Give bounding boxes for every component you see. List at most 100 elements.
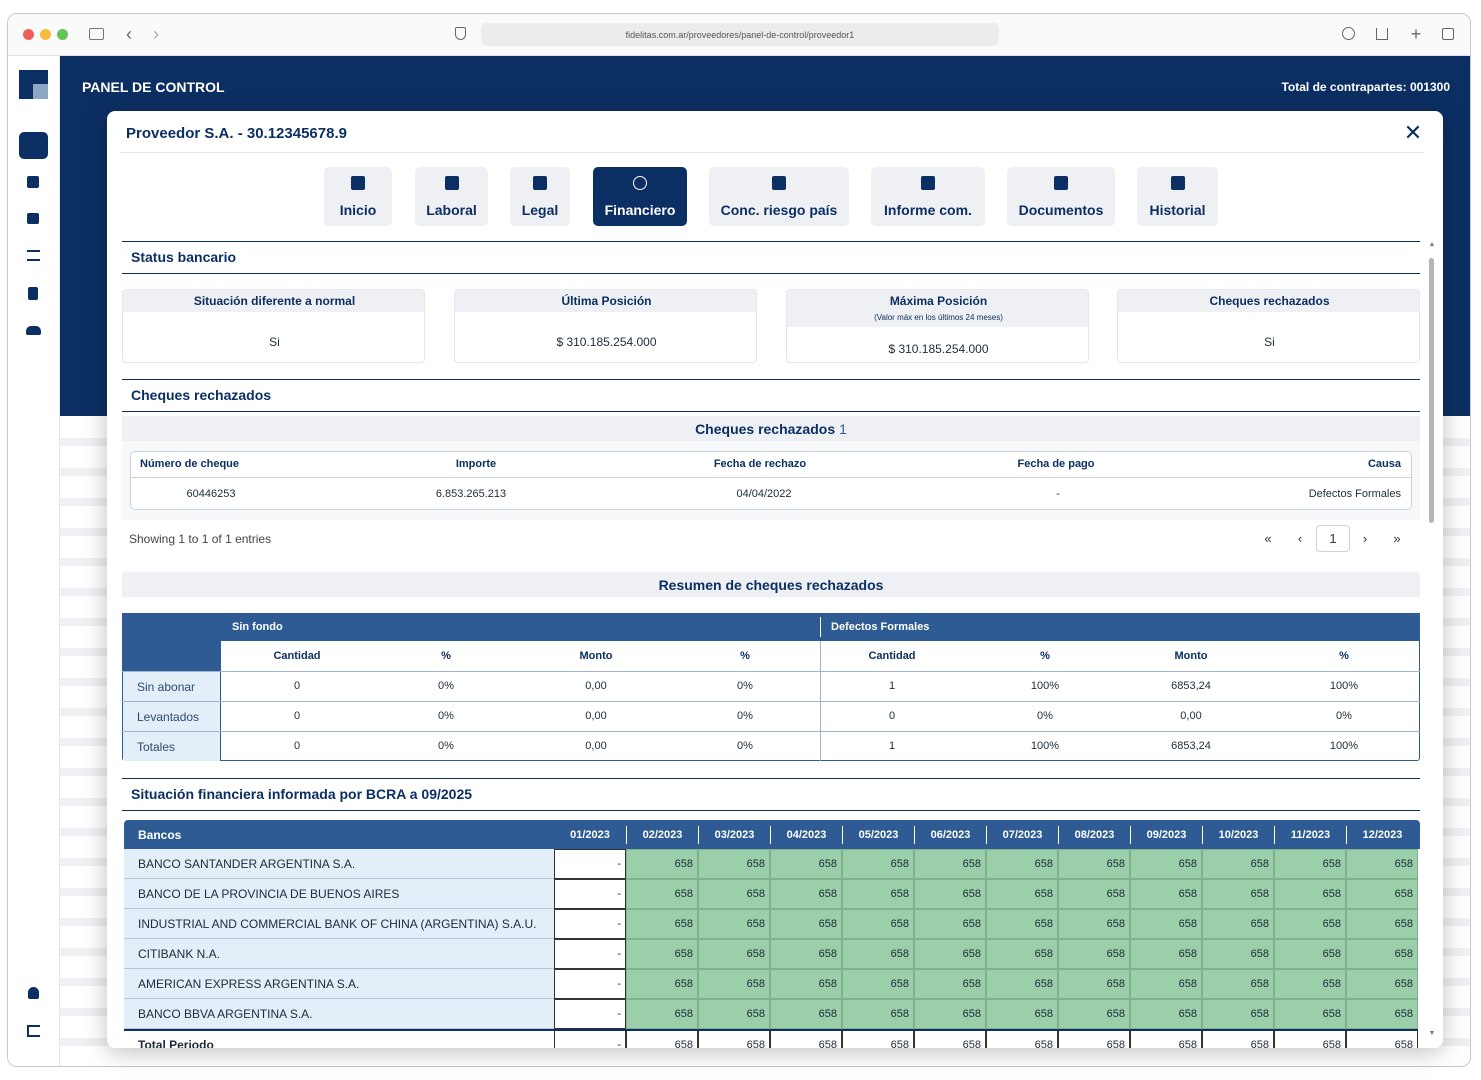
month-cell: - bbox=[554, 939, 626, 969]
month-cell: 658 bbox=[1346, 939, 1418, 969]
table-cell: 0% bbox=[685, 737, 805, 755]
tab[interactable]: Documentos bbox=[1007, 167, 1115, 226]
close-dot[interactable] bbox=[23, 29, 34, 40]
column-header: 08/2023 bbox=[1058, 826, 1130, 844]
month-cell: 658 bbox=[1130, 849, 1202, 879]
status-card: Cheques rechazadosSi bbox=[1117, 289, 1420, 363]
month-cell: 658 bbox=[1274, 879, 1346, 909]
nav-icon[interactable] bbox=[19, 132, 48, 159]
column-header: Monto bbox=[536, 647, 656, 665]
nav-icon[interactable] bbox=[26, 326, 41, 335]
page-button[interactable]: » bbox=[1390, 525, 1404, 552]
page-button[interactable]: ‹ bbox=[1293, 525, 1307, 552]
summary-corner bbox=[122, 613, 220, 671]
tab[interactable]: Laboral bbox=[415, 167, 488, 226]
page-button[interactable]: 1 bbox=[1316, 525, 1350, 552]
tab-label: Legal bbox=[510, 200, 570, 220]
group-header: Defectos Formales bbox=[831, 618, 1131, 636]
month-cell: 658 bbox=[914, 939, 986, 969]
table-cell: 0,00 bbox=[536, 707, 656, 725]
table-cell: 1 bbox=[832, 677, 952, 695]
column-header: 10/2023 bbox=[1202, 826, 1274, 844]
month-cell: - bbox=[554, 999, 626, 1029]
sidebar-toggle[interactable] bbox=[89, 28, 104, 40]
nav-icon[interactable] bbox=[27, 250, 40, 261]
logout-icon[interactable] bbox=[27, 1025, 40, 1037]
new-tab[interactable]: + bbox=[1408, 24, 1424, 44]
table-cell: 0% bbox=[386, 707, 506, 725]
month-cell: 658 bbox=[842, 939, 914, 969]
bank-name: BANCO DE LA PROVINCIA DE BUENOS AIRES bbox=[124, 879, 554, 909]
table-cell: 0% bbox=[685, 707, 805, 725]
month-cell: 658 bbox=[914, 879, 986, 909]
column-header: Monto bbox=[1131, 647, 1251, 665]
bank-name: CITIBANK N.A. bbox=[124, 939, 554, 969]
table-cell: 0 bbox=[237, 737, 357, 755]
table-cell: 100% bbox=[985, 677, 1105, 695]
nav-icon[interactable] bbox=[27, 213, 39, 224]
group-divider bbox=[820, 617, 821, 637]
month-cell: 658 bbox=[986, 1029, 1058, 1048]
table-cell: 0 bbox=[237, 707, 357, 725]
table-cell: 0,00 bbox=[536, 677, 656, 695]
forward[interactable]: › bbox=[148, 24, 164, 44]
column-header: 11/2023 bbox=[1274, 826, 1346, 844]
nav-icon[interactable] bbox=[28, 287, 38, 300]
table-cell: 0% bbox=[1284, 707, 1404, 725]
tab[interactable]: Conc. riesgo país bbox=[709, 167, 849, 226]
table-cell: 1 bbox=[832, 737, 952, 755]
share[interactable] bbox=[1376, 28, 1388, 40]
column-header: 01/2023 bbox=[554, 826, 626, 844]
month-cell: 658 bbox=[626, 1029, 698, 1048]
bank-name: BANCO BBVA ARGENTINA S.A. bbox=[124, 999, 554, 1029]
month-cell: 658 bbox=[986, 999, 1058, 1029]
nav-icon[interactable] bbox=[27, 176, 39, 188]
tab[interactable]: Informe com. bbox=[871, 167, 985, 226]
card-label: Máxima Posición bbox=[787, 293, 1089, 309]
month-cell: 658 bbox=[1274, 909, 1346, 939]
column-header: Cantidad bbox=[832, 647, 952, 665]
tab-icon bbox=[445, 176, 459, 190]
tabs-overview[interactable] bbox=[1442, 28, 1454, 40]
logo bbox=[19, 70, 48, 99]
month-cell: 658 bbox=[698, 909, 770, 939]
column-header: Importe bbox=[396, 456, 556, 472]
tab-icon bbox=[633, 176, 647, 190]
tab[interactable]: Legal bbox=[510, 167, 570, 226]
tab[interactable]: Inicio bbox=[324, 167, 392, 226]
column-header: % bbox=[685, 647, 805, 665]
scroll-thumb bbox=[1429, 258, 1434, 523]
divider bbox=[122, 379, 1420, 380]
user-icon[interactable] bbox=[28, 987, 39, 999]
tab[interactable]: Historial bbox=[1137, 167, 1218, 226]
table-cell: Defectos Formales bbox=[1254, 486, 1401, 502]
row-label: Levantados bbox=[123, 702, 220, 731]
month-cell: 658 bbox=[698, 849, 770, 879]
table-cell: 0% bbox=[386, 737, 506, 755]
tab-icon bbox=[1171, 176, 1185, 190]
page-button[interactable]: › bbox=[1358, 525, 1372, 552]
month-cell: 658 bbox=[1058, 879, 1130, 909]
group-header: Sin fondo bbox=[232, 618, 532, 636]
divider bbox=[122, 671, 1420, 672]
month-cell: 658 bbox=[1130, 1029, 1202, 1048]
month-cell: 658 bbox=[1130, 909, 1202, 939]
download[interactable] bbox=[1342, 27, 1355, 40]
close-button[interactable]: ✕ bbox=[1402, 122, 1424, 144]
month-cell: - bbox=[554, 849, 626, 879]
divider bbox=[122, 731, 1420, 732]
toolbar: ‹ › fidelitas.com.ar/proveedores/panel-d… bbox=[8, 14, 1471, 56]
page-button[interactable]: « bbox=[1261, 525, 1275, 552]
card-value: $ 310.185.254.000 bbox=[787, 341, 1089, 357]
divider bbox=[122, 810, 1420, 811]
month-cell: 658 bbox=[770, 969, 842, 999]
card-note: (Valor máx en los últimos 24 meses) bbox=[787, 311, 1089, 323]
month-cell: 658 bbox=[986, 879, 1058, 909]
address-bar[interactable]: fidelitas.com.ar/proveedores/panel-de-co… bbox=[481, 23, 999, 46]
tab[interactable]: Financiero bbox=[593, 167, 687, 226]
month-cell: 658 bbox=[842, 879, 914, 909]
min-dot[interactable] bbox=[40, 29, 51, 40]
back[interactable]: ‹ bbox=[121, 24, 137, 44]
month-cell: 658 bbox=[914, 1029, 986, 1048]
max-dot[interactable] bbox=[57, 29, 68, 40]
